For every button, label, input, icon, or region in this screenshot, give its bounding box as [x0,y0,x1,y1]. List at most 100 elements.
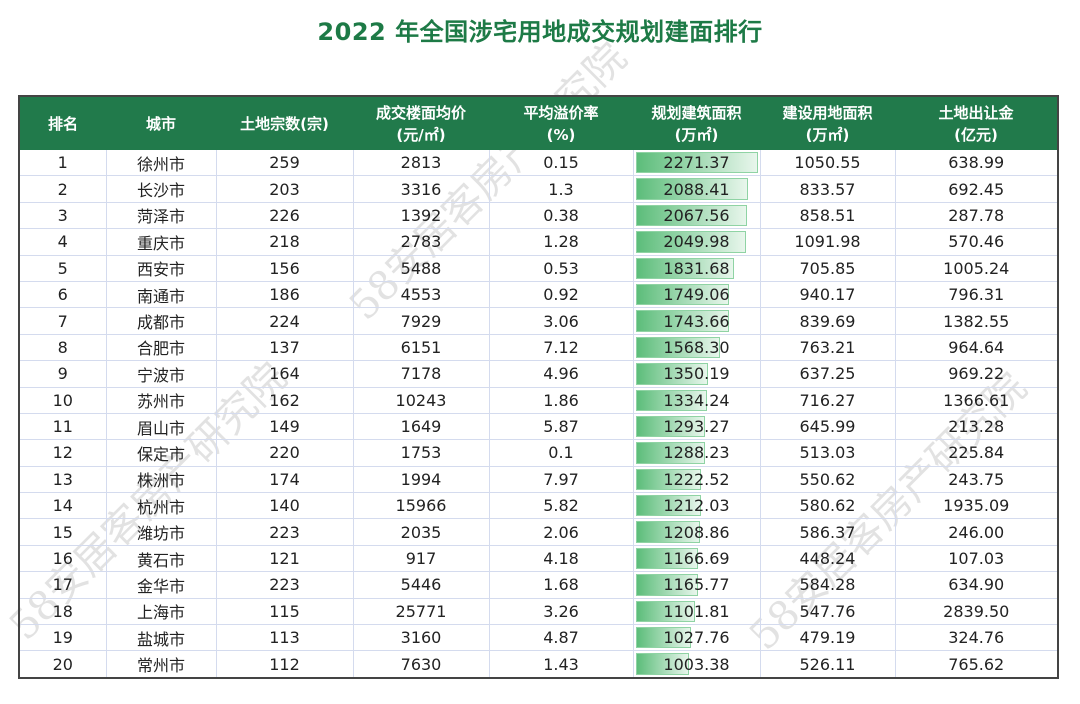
cell-city: 保定市 [105,439,216,467]
data-bar [635,415,705,438]
data-bar [635,627,691,649]
cell-land-count: 220 [215,439,353,467]
data-bar [635,363,709,385]
cell-rank: 1 [19,150,106,177]
cell-value: 2067.56 [663,205,730,225]
cell-land-count: 137 [215,334,353,362]
cell-land-count: 162 [215,387,353,414]
cell-value: 1027.76 [663,628,730,648]
cell-avg-floor-price: 2783 [352,228,489,256]
table-row: 7 成都市 224 7929 3.06 1743.66 839.69 1382.55 [19,307,1058,335]
cell-land-area: 586.37 [759,518,895,546]
cell-land-revenue: 1382.55 [894,307,1058,335]
cell-land-revenue: 2839.50 [894,598,1058,626]
column-header-planned-floor-area: 规划建筑面积 (万㎡) [633,96,760,150]
cell-land-area: 513.03 [759,439,895,467]
cell-value: 2271.37 [663,153,730,173]
cell-planned-floor-area: 1027.76 [632,624,760,652]
cell-city: 金华市 [105,571,216,599]
cell-value: 1743.66 [663,311,730,331]
cell-rank: 7 [19,307,106,335]
data-bar [635,442,705,464]
cell-planned-floor-area: 2067.56 [632,202,760,230]
column-header-label: 规划建筑面积 [651,103,742,122]
data-bar [635,257,734,279]
cell-rank: 12 [19,439,106,467]
cell-avg-premium-rate: 1.43 [488,650,633,679]
cell-value: 2088.41 [663,179,730,199]
table-row: 13 株洲市 174 1994 7.97 1222.52 550.62 243.75 [19,466,1058,494]
cell-land-area: 448.24 [759,545,895,573]
cell-city: 合肥市 [105,334,216,362]
cell-avg-premium-rate: 4.87 [488,624,633,652]
column-header-rank: 排名 [19,96,106,150]
cell-rank: 2 [19,175,106,203]
cell-land-revenue: 692.45 [894,175,1058,203]
cell-rank: 4 [19,228,106,256]
cell-land-revenue: 964.64 [894,334,1058,362]
cell-planned-floor-area: 1334.24 [632,387,760,414]
column-header-avg-premium-rate: 平均溢价率 (%) [489,96,633,150]
cell-avg-floor-price: 6151 [352,334,489,362]
cell-avg-premium-rate: 0.53 [488,255,633,282]
cell-land-area: 1050.55 [759,150,895,177]
cell-value: 1222.52 [663,469,730,489]
table-row: 15 潍坊市 223 2035 2.06 1208.86 586.37 246.00 [19,518,1058,546]
column-header-label: 建设用地面积 [782,103,873,122]
page-title: 2022 年全国涉宅用地成交规划建面排行 [317,18,763,46]
data-bar [635,468,702,491]
cell-rank: 17 [19,571,106,599]
data-bar [635,574,699,596]
cell-rank: 15 [19,518,106,546]
cell-land-area: 763.21 [759,334,895,362]
column-header-city: 城市 [106,96,216,150]
cell-land-area: 645.99 [759,413,895,441]
cell-city: 西安市 [105,255,216,282]
cell-city: 徐州市 [105,150,216,177]
cell-avg-floor-price: 3316 [352,175,489,203]
table-row: 1 徐州市 259 2813 0.15 2271.37 1050.55 638.99 [19,150,1058,177]
cell-land-count: 223 [215,571,353,599]
column-header-label: 成交楼面均价 [375,103,466,122]
cell-land-area: 716.27 [759,387,895,414]
cell-land-area: 526.11 [759,650,895,679]
cell-land-revenue: 1366.61 [894,387,1058,414]
cell-land-revenue: 107.03 [894,545,1058,573]
table-row: 20 常州市 112 7630 1.43 1003.38 526.11 765.62 [19,650,1058,679]
data-bar [635,152,758,174]
table-row: 14 杭州市 140 15966 5.82 1212.03 580.62 1935.09 [19,492,1058,520]
cell-planned-floor-area: 1166.69 [632,545,760,573]
cell-land-revenue: 969.22 [894,360,1058,388]
cell-planned-floor-area: 1212.03 [632,492,760,520]
cell-land-count: 259 [215,150,353,177]
cell-avg-floor-price: 917 [352,545,489,573]
cell-value: 1166.69 [663,549,730,569]
table-row: 12 保定市 220 1753 0.1 1288.23 513.03 225.84 [19,439,1058,467]
cell-city: 南通市 [105,281,216,309]
cell-avg-floor-price: 5446 [352,571,489,599]
column-header-land-count: 土地宗数(宗) [216,96,353,150]
cell-land-count: 186 [215,281,353,309]
cell-avg-floor-price: 7929 [352,307,489,335]
cell-avg-premium-rate: 1.86 [488,387,633,414]
cell-value: 2049.98 [663,232,730,252]
cell-city: 株洲市 [105,466,216,494]
data-bar [635,204,747,227]
cell-value: 1568.30 [663,337,730,357]
cell-avg-premium-rate: 1.3 [488,175,633,203]
cell-avg-premium-rate: 3.06 [488,307,633,335]
cell-avg-premium-rate: 2.06 [488,518,633,546]
cell-value: 1334.24 [663,390,730,410]
cell-avg-premium-rate: 1.68 [488,571,633,599]
cell-planned-floor-area: 1831.68 [632,255,760,282]
cell-planned-floor-area: 1165.77 [632,571,760,599]
table-row: 8 合肥市 137 6151 7.12 1568.30 763.21 964.64 [19,334,1058,362]
cell-value: 1165.77 [663,575,730,595]
cell-avg-premium-rate: 5.82 [488,492,633,520]
cell-land-count: 226 [215,202,353,230]
cell-avg-floor-price: 1994 [352,466,489,494]
column-header-land-area: 建设用地面积 (万㎡) [760,96,895,150]
column-header-label: 平均溢价率 [523,103,599,122]
cell-avg-floor-price: 10243 [352,387,489,414]
cell-land-revenue: 213.28 [894,413,1058,441]
